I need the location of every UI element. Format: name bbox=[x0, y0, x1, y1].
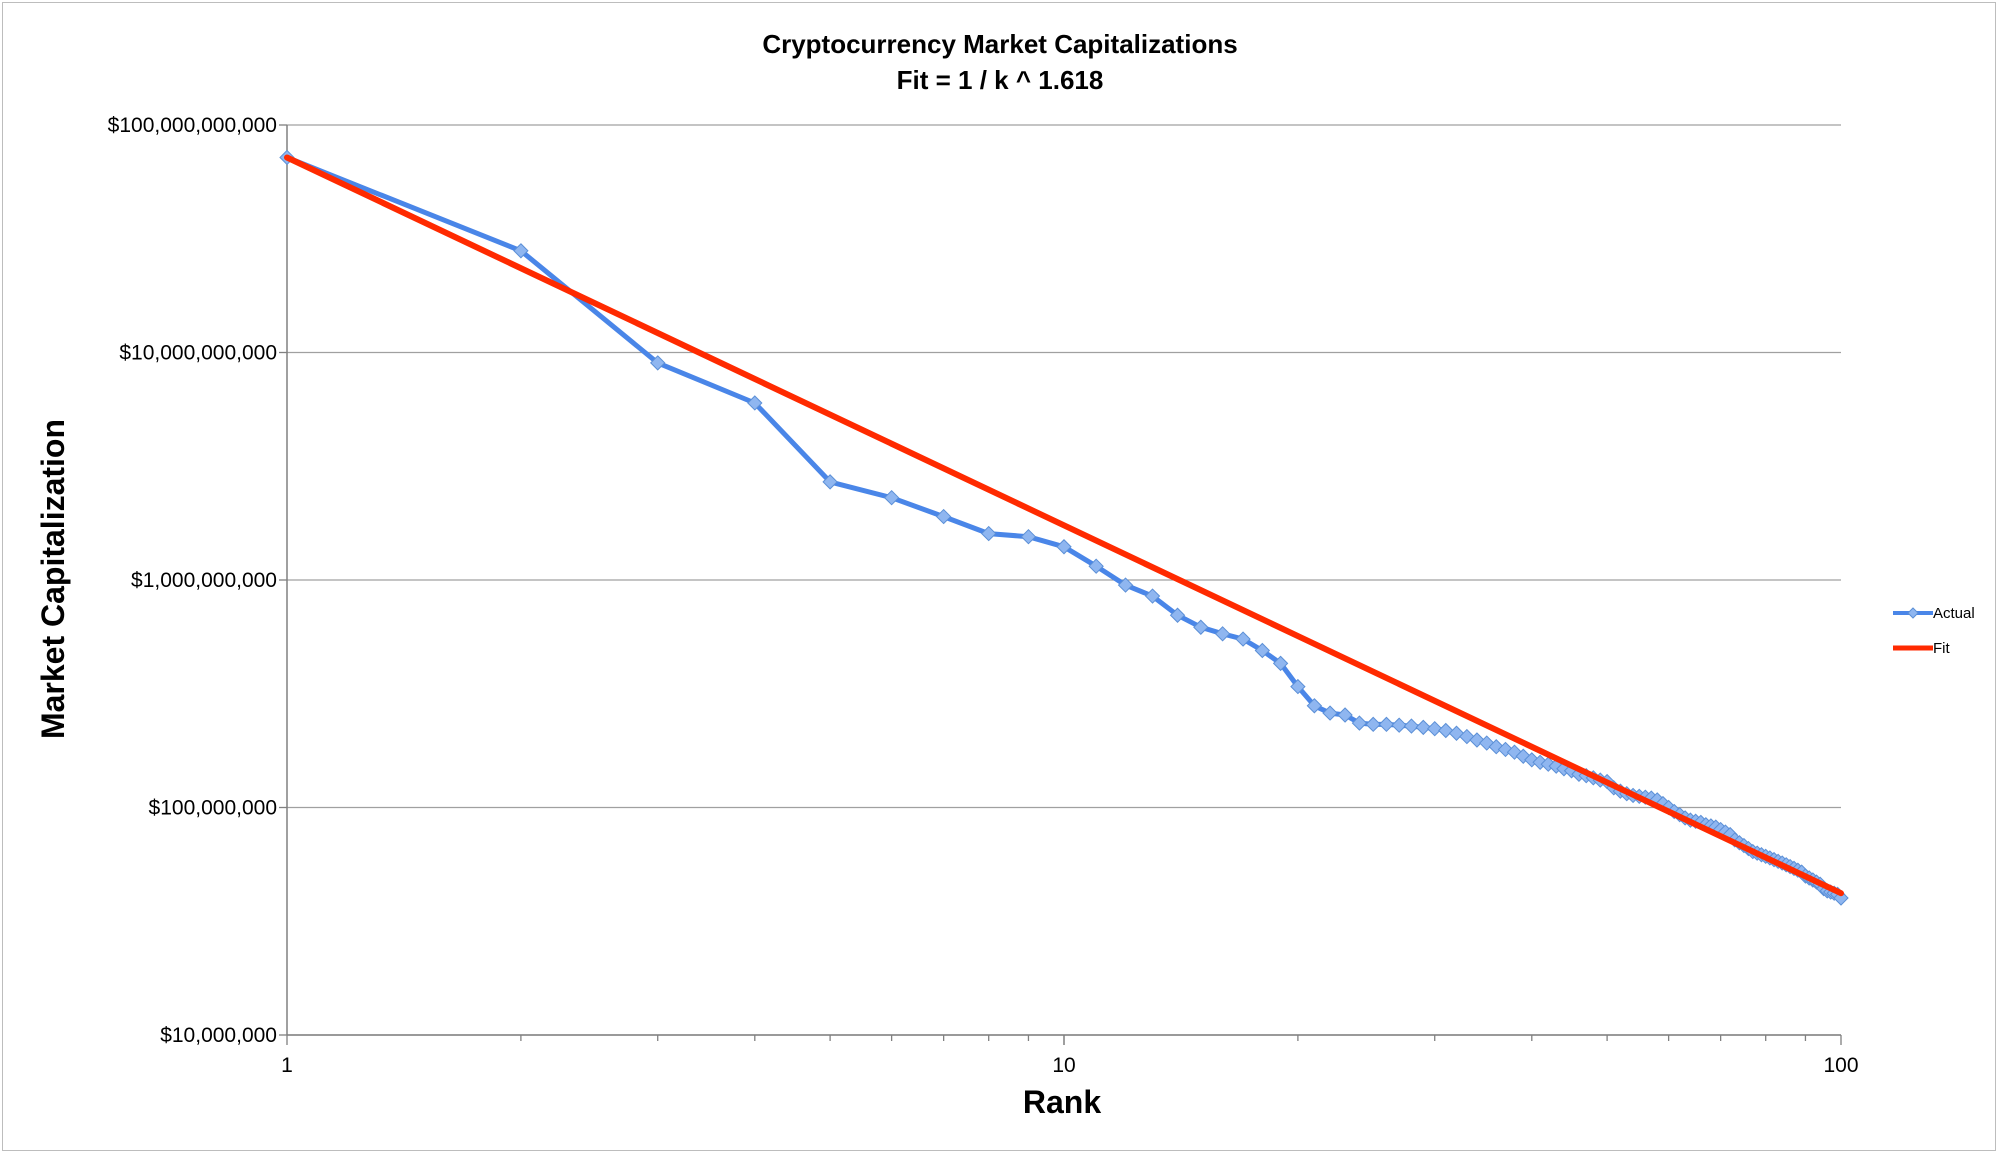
x-tick-label: 10 bbox=[1052, 1054, 1075, 1077]
series-layer bbox=[279, 149, 1849, 906]
chart-subtitle: Fit = 1 / k ^ 1.618 bbox=[897, 65, 1104, 95]
actual-point-marker bbox=[1391, 717, 1407, 733]
actual-point-marker bbox=[980, 525, 997, 542]
y-tick-label: $100,000,000,000 bbox=[108, 114, 277, 137]
actual-point-marker bbox=[822, 474, 838, 490]
actual-point-marker bbox=[1290, 678, 1306, 695]
actual-point-marker bbox=[1254, 642, 1271, 659]
actual-point-marker bbox=[1272, 655, 1289, 672]
x-tick-label: 1 bbox=[281, 1054, 293, 1077]
actual-point-marker bbox=[1365, 716, 1381, 733]
y-tick-label: $1,000,000,000 bbox=[131, 569, 277, 592]
actual-point-marker bbox=[1322, 705, 1338, 721]
actual-point-marker bbox=[650, 355, 666, 371]
series-fit-line bbox=[284, 154, 1844, 897]
y-axis-title: Market Capitalization bbox=[35, 419, 71, 739]
x-tick-label: 100 bbox=[1823, 1054, 1858, 1077]
actual-point-marker bbox=[1056, 539, 1072, 555]
axes-layer: $10,000,000 $100,000,000 $1,000,000,000 $10… bbox=[108, 114, 1859, 1077]
actual-point-marker bbox=[1415, 719, 1431, 736]
x-axis-title: Rank bbox=[1023, 1084, 1101, 1120]
legend-actual-label: Actual bbox=[1933, 605, 1975, 622]
grid-layer bbox=[287, 124, 1841, 1036]
y-tick-label: $10,000,000 bbox=[160, 1024, 277, 1047]
actual-point-marker bbox=[1169, 607, 1186, 623]
actual-point-marker bbox=[1438, 722, 1454, 739]
actual-point-marker bbox=[935, 508, 952, 525]
actual-point-marker bbox=[747, 395, 763, 411]
legend-fit-label: Fit bbox=[1933, 640, 1950, 657]
actual-point-marker bbox=[513, 243, 529, 259]
actual-point-marker bbox=[1351, 715, 1368, 731]
actual-point-marker bbox=[1088, 558, 1104, 574]
actual-point-marker bbox=[1214, 626, 1231, 642]
actual-point-marker bbox=[1235, 631, 1251, 647]
actual-point-marker bbox=[1117, 577, 1134, 593]
actual-point-marker bbox=[1427, 720, 1443, 737]
y-tick-label: $100,000,000 bbox=[149, 797, 277, 820]
actual-point-marker bbox=[1306, 698, 1323, 714]
actual-point-marker bbox=[1144, 588, 1161, 604]
actual-point-marker bbox=[1193, 619, 1209, 635]
legend-actual-marker bbox=[1907, 607, 1919, 619]
actual-point-marker bbox=[883, 489, 900, 506]
legend: Actual Fit bbox=[1893, 605, 1975, 657]
actual-point-marker bbox=[1020, 528, 1037, 545]
y-tick-label: $10,000,000,000 bbox=[119, 342, 277, 365]
chart-title: Cryptocurrency Market Capitalizations bbox=[762, 29, 1237, 59]
chart-svg: $10,000,000 $100,000,000 $1,000,000,000 $10… bbox=[35, 29, 1975, 1120]
actual-point-marker bbox=[1378, 716, 1395, 733]
actual-point-marker bbox=[1337, 707, 1353, 723]
actual-point-marker bbox=[1403, 718, 1420, 734]
